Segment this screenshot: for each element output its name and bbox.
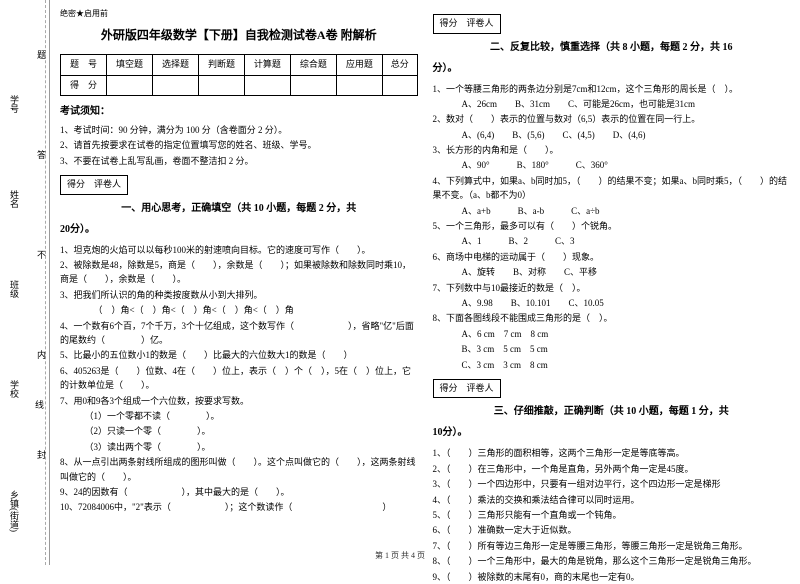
th-choice: 选择题 <box>152 55 198 76</box>
exam-page: 乡镇(街道) 学校 班级 姓名 学号 封 内 不 答 题 线 绝密★启用前 外研… <box>0 0 800 565</box>
question-list-1: 1、坦克炮的火焰可以以每秒100米的射速喷向目标。它的速度可写作（ ）。 2、被… <box>60 243 418 515</box>
field-class: 班级 <box>8 280 21 298</box>
right-column: 得分 评卷人 二、反复比较，慎重选择（共 8 小题，每题 2 分，共 16 分）… <box>433 8 791 557</box>
q-item: 3、长方形的内角和是（ ）。 <box>433 143 791 157</box>
field-name: 姓名 <box>8 190 21 208</box>
th-num: 题 号 <box>61 55 107 76</box>
field-township: 乡镇(街道) <box>8 490 21 532</box>
confidential-tag: 绝密★启用前 <box>60 8 418 20</box>
question-list-2: 1、一个等腰三角形的两条边分别是7cm和12cm，这个三角形的周长是（ ）。 A… <box>433 82 791 372</box>
th-app: 应用题 <box>336 55 382 76</box>
q-item: 3、把我们所认识的角的种类按度数从小到大排列。 <box>60 288 418 302</box>
q-item: 5、（ ）三角形只能有一个直角或一个钝角。 <box>433 508 791 522</box>
field-school: 学校 <box>8 380 21 398</box>
binding-strip: 乡镇(街道) 学校 班级 姓名 学号 封 内 不 答 题 线 <box>0 0 50 565</box>
q-item: （2）只读一个零（ ）。 <box>80 424 418 438</box>
notice-item: 3、不要在试卷上乱写乱画，卷面不整洁扣 2 分。 <box>60 154 418 168</box>
td-score: 得 分 <box>61 75 107 96</box>
q-item: A、26cm B、31cm C、可能是26cm，也可能是31cm <box>453 97 791 111</box>
fold-line <box>45 0 46 565</box>
mark-line: 线 <box>33 400 46 409</box>
content-area: 绝密★启用前 外研版四年级数学【下册】自我检测试卷A卷 附解析 题 号 填空题 … <box>50 0 800 565</box>
th-comp: 综合题 <box>290 55 336 76</box>
th-calc: 计算题 <box>244 55 290 76</box>
left-column: 绝密★启用前 外研版四年级数学【下册】自我检测试卷A卷 附解析 题 号 填空题 … <box>60 8 418 557</box>
table-row: 题 号 填空题 选择题 判断题 计算题 综合题 应用题 总分 <box>61 55 418 76</box>
q-item: C、3 cm 3 cm 8 cm <box>453 358 791 372</box>
mark-seal: 封 <box>35 450 48 459</box>
q-item: A、90° B、180° C、360° <box>453 158 791 172</box>
mark-no: 不 <box>35 250 48 259</box>
q-item: B、3 cm 5 cm 5 cm <box>453 342 791 356</box>
notice-item: 1、考试时间：90 分钟，满分为 100 分（含卷面分 2 分）。 <box>60 123 418 137</box>
q-item: 2、（ ）在三角形中，一个角是直角，另外两个角一定是45度。 <box>433 462 791 476</box>
q-item: 8、从一点引出两条射线所组成的图形叫做（ ）。这个点叫做它的（ ），这两条射线叫… <box>60 455 418 484</box>
section-2-title: 二、反复比较，慎重选择（共 8 小题，每题 2 分，共 16 <box>433 40 791 55</box>
question-list-3: 1、（ ）三角形的面积相等，这两个三角形一定是等底等高。 2、（ ）在三角形中，… <box>433 446 791 584</box>
q-item: 9、（ ）被除数的末尾有0，商的末尾也一定有0。 <box>433 570 791 584</box>
scorer-box: 得分 评卷人 <box>433 14 501 34</box>
notice-item: 2、请首先按要求在试卷的指定位置填写您的姓名、班级、学号。 <box>60 138 418 152</box>
q-item: （3）读出两个零（ ）。 <box>80 440 418 454</box>
section-3-cont: 10分）。 <box>433 425 791 440</box>
q-item: A、9.98 B、10.101 C、10.05 <box>453 296 791 310</box>
q-item: 6、405263是（ ）位数、4在（ ）位上，表示（ ）个（ ），5在（ ）位上… <box>60 364 418 393</box>
q-item: 1、坦克炮的火焰可以以每秒100米的射速喷向目标。它的速度可写作（ ）。 <box>60 243 418 257</box>
section-3-title: 三、仔细推敲，正确判断（共 10 小题，每题 1 分，共 <box>433 404 791 419</box>
q-item: 2、数对（ ）表示的位置与数对（6,5）表示的位置在同一行上。 <box>433 112 791 126</box>
notice-list: 1、考试时间：90 分钟，满分为 100 分（含卷面分 2 分）。 2、请首先按… <box>60 123 418 168</box>
q-item: 6、（ ）准确数一定大于近似数。 <box>433 523 791 537</box>
q-item: 5、比最小的五位数小1的数是（ ）比最大的六位数大1的数是（ ） <box>60 348 418 362</box>
q-item: A、旋转 B、对称 C、平移 <box>453 265 791 279</box>
q-item: 5、一个三角形，最多可以有（ ）个锐角。 <box>433 219 791 233</box>
q-item: 1、一个等腰三角形的两条边分别是7cm和12cm，这个三角形的周长是（ ）。 <box>433 82 791 96</box>
mark-question: 题 <box>35 50 48 59</box>
field-id: 学号 <box>8 95 21 113</box>
q-item: （1）一个零都不读（ ）。 <box>80 409 418 423</box>
q-item: 3、（ ）一个四边形中，只要有一组对边平行，这个四边形一定是梯形 <box>433 477 791 491</box>
q-item: 4、一个数有6个百，7个千万，3个十亿组成，这个数写作（ ），省略"亿"后面的尾… <box>60 319 418 348</box>
q-item: A、(6,4) B、(5,6) C、(4,5) D、(4,6) <box>453 128 791 142</box>
q-item: A、6 cm 7 cm 8 cm <box>453 327 791 341</box>
q-item: 9、24的因数有（ ），其中最大的是（ ）。 <box>60 485 418 499</box>
mark-answer: 答 <box>35 150 48 159</box>
q-item: 1、（ ）三角形的面积相等，这两个三角形一定是等底等高。 <box>433 446 791 460</box>
q-item: （ ）角<（ ）角<（ ）角<（ ）角<（ ）角 <box>80 303 418 317</box>
q-item: 4、（ ）乘法的交换和乘法结合律可以同时运用。 <box>433 493 791 507</box>
q-item: 4、下列算式中，如果a、b同时加5，（ ）的结果不变；如果a、b同时乘5，（ ）… <box>433 174 791 203</box>
q-item: 7、下列数中与10最接近的数是（ ）。 <box>433 281 791 295</box>
th-fill: 填空题 <box>106 55 152 76</box>
section-2-cont: 分）。 <box>433 61 791 76</box>
q-item: 6、商场中电梯的运动属于（ ）现象。 <box>433 250 791 264</box>
q-item: 10、72084006中，"2"表示（ ）；这个数读作（ ） <box>60 500 418 514</box>
section-1-cont: 20分）。 <box>60 222 418 237</box>
q-item: 2、被除数是48，除数是5，商是（ ），余数是（ ）；如果被除数和除数同时乘10… <box>60 258 418 287</box>
th-total: 总分 <box>382 55 417 76</box>
th-judge: 判断题 <box>198 55 244 76</box>
scorer-box: 得分 评卷人 <box>433 379 501 399</box>
q-item: 8、下面各图线段不能围成三角形的是（ ）。 <box>433 311 791 325</box>
notice-title: 考试须知： <box>60 104 418 119</box>
table-row: 得 分 <box>61 75 418 96</box>
page-footer: 第 1 页 共 4 页 <box>0 550 800 561</box>
section-1-title: 一、用心思考，正确填空（共 10 小题，每题 2 分，共 <box>60 201 418 216</box>
mark-inside: 内 <box>35 350 48 359</box>
q-item: A、1 B、2 C、3 <box>453 234 791 248</box>
q-item: A、a+b B、a-b C、a÷b <box>453 204 791 218</box>
scorer-box: 得分 评卷人 <box>60 175 128 195</box>
q-item: 7、用0和9各3个组成一个六位数，按要求写数。 <box>60 394 418 408</box>
score-table: 题 号 填空题 选择题 判断题 计算题 综合题 应用题 总分 得 分 <box>60 54 418 96</box>
exam-title: 外研版四年级数学【下册】自我检测试卷A卷 附解析 <box>60 26 418 44</box>
